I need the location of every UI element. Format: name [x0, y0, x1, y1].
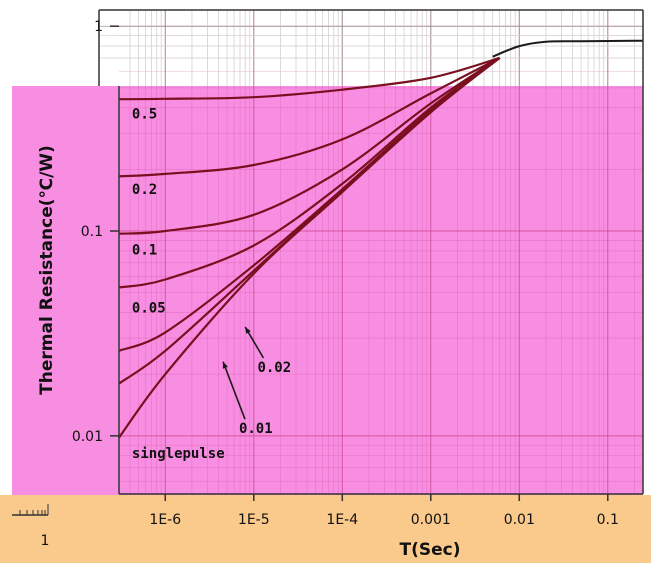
series-curves — [118, 56, 501, 439]
x-tick-label: 0.01 — [504, 512, 535, 528]
x-tick-label: 0.001 — [411, 512, 451, 528]
curve-label-5: 0.01 — [239, 421, 273, 437]
x-tick-label: 1E-5 — [238, 512, 270, 528]
series-line-6 — [118, 57, 501, 439]
curve-label-3: 0.05 — [132, 301, 166, 317]
curve-label-2: 0.1 — [132, 242, 157, 258]
curve-label-1: 0.2 — [132, 182, 157, 198]
x-tick-label: 1E-6 — [149, 512, 181, 528]
grid — [99, 10, 643, 494]
curve-label-0: 0.5 — [132, 106, 157, 122]
y-tick-labels: 1 0.1 0.01 — [72, 19, 103, 445]
series-line-2 — [118, 56, 501, 235]
plot-area — [12, 86, 643, 495]
x-tick-label: 1E-4 — [326, 512, 358, 528]
label-arrowhead-5 — [222, 361, 228, 369]
y-axis-label: Thermal Resistance(℃/W) — [37, 145, 57, 395]
y-tick-label: 1 — [94, 19, 103, 35]
x-tick-label: 0.1 — [597, 512, 619, 528]
series-line-3 — [118, 57, 501, 289]
corner-scale-ticks — [12, 504, 49, 516]
axes — [98, 9, 644, 501]
upper-plot-band — [99, 10, 643, 86]
label-arrow-5 — [222, 361, 246, 420]
x-tick-labels: 1E-6 1E-5 1E-4 0.001 0.01 0.1 — [149, 512, 618, 528]
top-curve-line — [492, 39, 644, 58]
top-curve — [492, 39, 644, 58]
curve-labels: 0.5 0.2 0.1 0.05 0.02 0.01 singlepulse — [132, 106, 291, 462]
y-tick-label: 0.01 — [72, 429, 103, 445]
series-line-0 — [118, 56, 500, 101]
series-line-1 — [118, 56, 501, 178]
curve-label-6: singlepulse — [132, 446, 225, 462]
y-tick-label: 0.1 — [81, 224, 103, 240]
x-axis-label: T(Sec) — [400, 540, 461, 560]
curve-label-4: 0.02 — [257, 360, 291, 376]
lower-axis-band — [0, 495, 651, 563]
label-arrowhead-4 — [245, 326, 251, 334]
corner-label: 1 — [41, 533, 50, 549]
